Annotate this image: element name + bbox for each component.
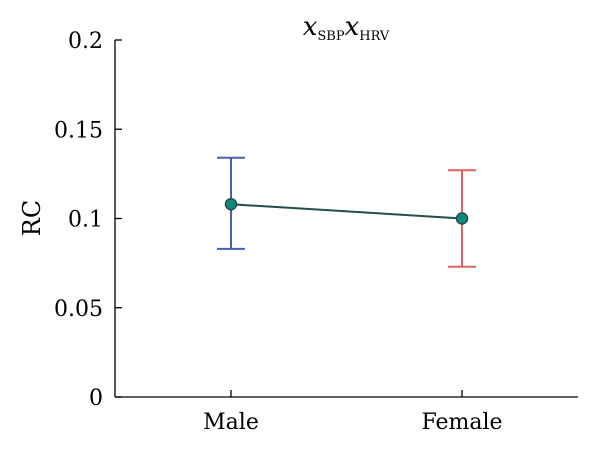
data-point-1 — [455, 212, 469, 225]
chart-title: xSBPxHRV — [303, 12, 390, 44]
y-tick-label-1: 0.05 — [54, 297, 103, 322]
title-sub-2: HRV — [359, 29, 390, 44]
y-tick-label-3: 0.15 — [54, 118, 103, 143]
y-ticks: 0 0.05 0.1 0.15 0.2 — [54, 29, 122, 411]
x-tick-label-0: Male — [203, 410, 259, 435]
series-lines — [230, 203, 463, 220]
title-main-1: x — [303, 12, 318, 42]
y-tick-label-2: 0.1 — [68, 208, 103, 233]
y-tick-label-0: 0 — [89, 386, 103, 411]
y-axis-label: RC — [18, 200, 46, 236]
markers — [224, 197, 469, 225]
title-sub-1: SBP — [317, 29, 344, 44]
data-point-0 — [224, 197, 238, 211]
title-main-2: x — [345, 12, 360, 42]
x-tick-label-1: Female — [421, 410, 502, 435]
y-tick-label-4: 0.2 — [68, 29, 103, 54]
series-line-0 — [230, 203, 463, 220]
x-ticks: Male Female — [203, 390, 503, 435]
